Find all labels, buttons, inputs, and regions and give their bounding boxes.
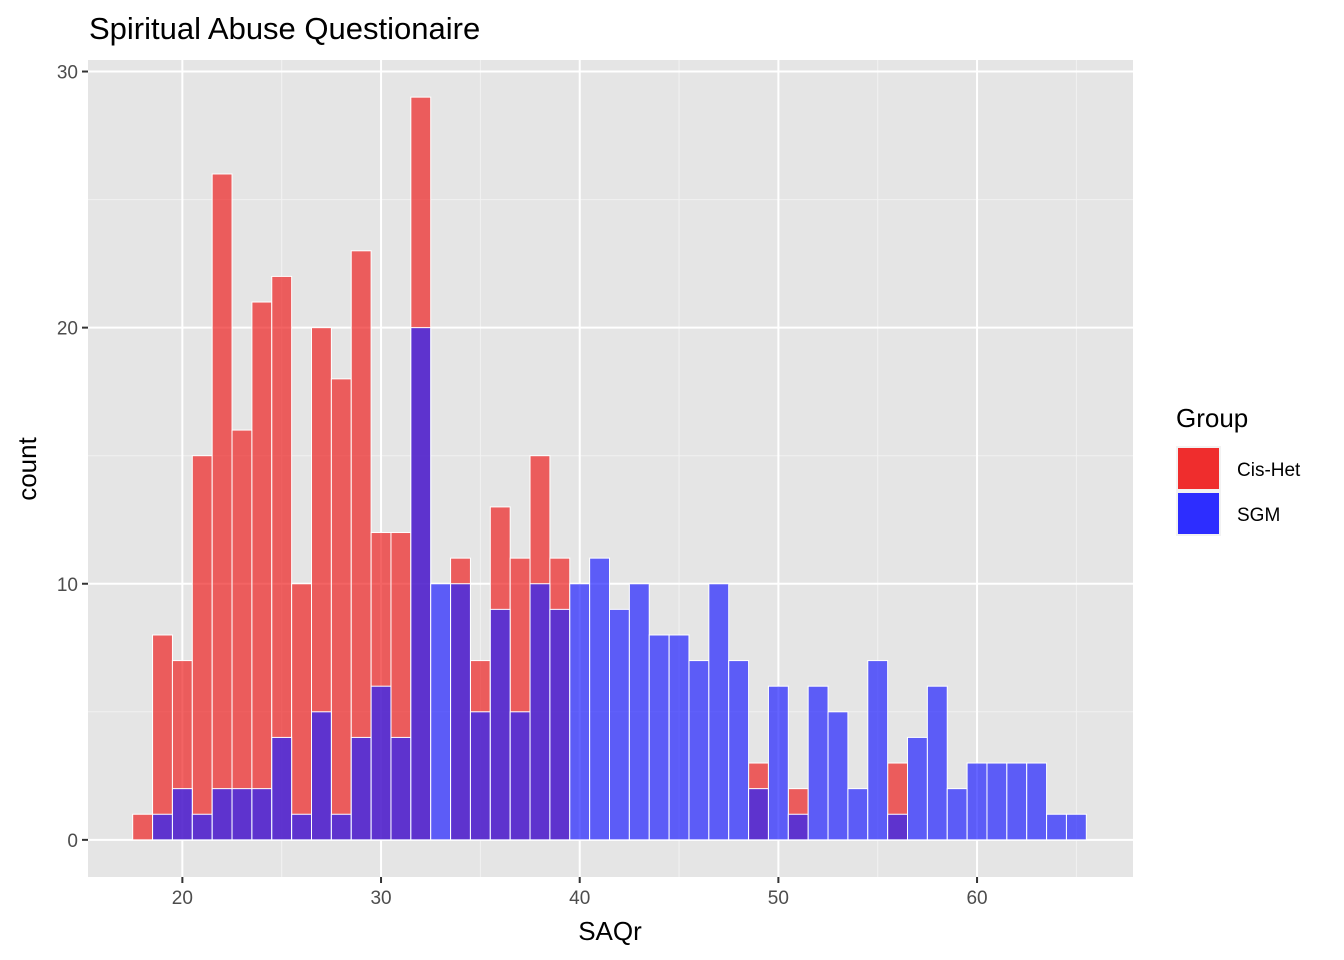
bar-sgm (589, 557, 611, 841)
bar-sgm (251, 788, 273, 841)
bar-sgm (171, 788, 193, 841)
x-tick-label: 30 (370, 888, 391, 909)
legend-swatch-cis-het (1178, 448, 1219, 489)
bar-sgm (152, 813, 173, 841)
bar-sgm (708, 583, 730, 841)
bar-sgm (350, 736, 372, 841)
y-tick-label: 30 (57, 63, 78, 84)
bar-cis-het (132, 813, 154, 841)
bar-sgm (668, 634, 690, 841)
legend-title: Group (1176, 403, 1248, 433)
bar-cis-het (231, 429, 253, 841)
bar-sgm (410, 327, 432, 841)
y-axis-title: count (12, 436, 42, 500)
x-tick-label: 40 (569, 888, 590, 909)
bar-sgm (489, 608, 511, 841)
legend: Group Cis-Het SGM (1176, 403, 1301, 536)
bar-sgm (688, 660, 710, 841)
x-axis-title: SAQr (578, 916, 642, 946)
bar-sgm (867, 660, 889, 841)
bar-sgm (847, 788, 869, 841)
bar-sgm (370, 685, 392, 841)
legend-label-cis-het: Cis-Het (1237, 460, 1301, 481)
bar-sgm (728, 660, 750, 841)
bar-sgm (231, 788, 253, 841)
x-tick-label: 50 (768, 888, 789, 909)
bar-sgm (390, 736, 412, 841)
bar-sgm (628, 583, 650, 841)
bar-sgm (311, 711, 332, 841)
y-tick-label: 0 (67, 831, 78, 852)
bar-sgm (1006, 762, 1028, 841)
bar-sgm (609, 608, 630, 841)
bar-sgm (986, 762, 1008, 841)
bar-cis-het (152, 634, 173, 841)
bar-sgm (330, 813, 352, 841)
bar-sgm (1046, 813, 1067, 841)
bar-sgm (450, 583, 471, 841)
bar-sgm (648, 634, 670, 841)
legend-label-sgm: SGM (1237, 505, 1280, 526)
bar-sgm (509, 711, 531, 841)
y-tick-label: 20 (57, 319, 78, 340)
chart-title: Spiritual Abuse Questionaire (89, 11, 480, 46)
bar-sgm (569, 583, 591, 841)
x-tick-label: 20 (172, 888, 193, 909)
bar-cis-het (211, 173, 233, 841)
bar-cis-het (251, 301, 273, 841)
x-tick-label: 60 (966, 888, 987, 909)
bar-sgm (191, 813, 213, 841)
legend-swatch-sgm (1178, 493, 1219, 534)
bar-sgm (748, 788, 769, 841)
bar-cis-het (291, 583, 313, 841)
bar-sgm (807, 685, 829, 841)
bar-sgm (1065, 813, 1087, 841)
bar-sgm (1026, 762, 1048, 841)
bar-sgm (549, 608, 571, 841)
axes: 20 30 40 50 60 0 10 20 30 (57, 63, 988, 909)
bar-sgm (827, 711, 849, 841)
bar-sgm (787, 813, 809, 841)
bar-sgm (529, 583, 551, 841)
bar-sgm (469, 711, 491, 841)
series-sgm (152, 327, 1087, 841)
bar-sgm (887, 813, 909, 841)
bar-cis-het (330, 378, 352, 841)
bar-sgm (966, 762, 988, 841)
bar-sgm (211, 788, 233, 841)
bar-sgm (926, 685, 948, 841)
bar-sgm (907, 736, 928, 841)
bar-sgm (946, 788, 968, 841)
bar-sgm (291, 813, 313, 841)
bar-sgm (430, 583, 452, 841)
bar-cis-het (191, 455, 213, 841)
bar-sgm (767, 685, 789, 841)
bar-sgm (271, 736, 293, 841)
y-tick-label: 10 (57, 575, 78, 596)
